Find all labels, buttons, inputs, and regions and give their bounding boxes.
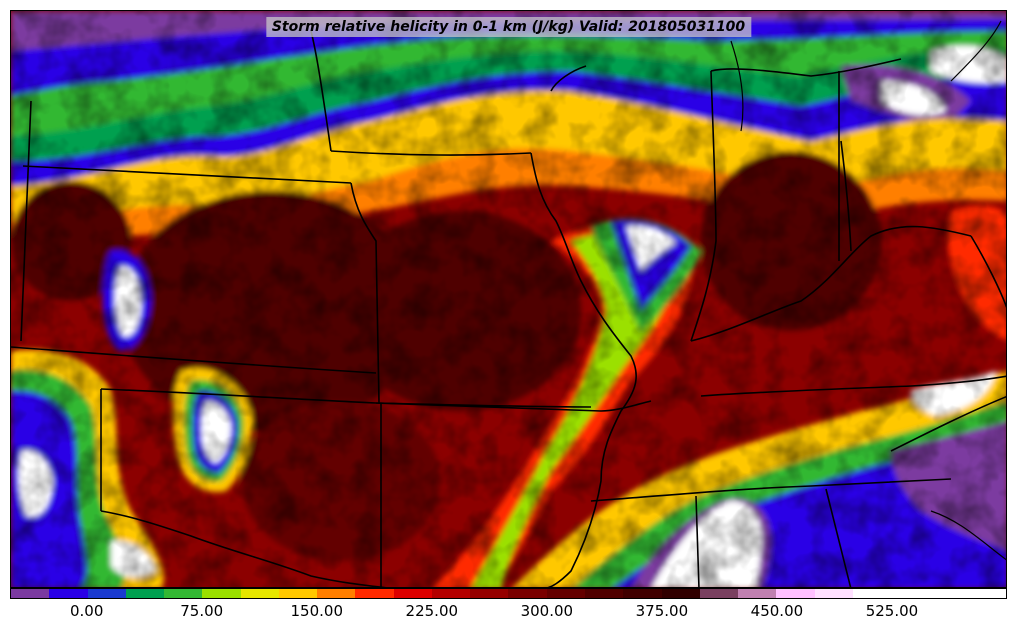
colorbar-swatch-15 bbox=[584, 589, 624, 598]
colorbar-tick-label: 300.00 bbox=[520, 602, 574, 620]
colorbar-tick-label: 75.00 bbox=[180, 602, 224, 620]
colorbar-swatch-13 bbox=[508, 589, 547, 598]
colorbar-tick-label: 450.00 bbox=[750, 602, 804, 620]
helicity-field bbox=[11, 11, 1006, 587]
colorbar-swatch-16 bbox=[623, 589, 662, 598]
colorbar-swatch-10 bbox=[393, 589, 432, 598]
colorbar-swatch-19 bbox=[738, 589, 777, 598]
colorbar-swatch-9 bbox=[355, 589, 394, 598]
colorbar-swatch-21 bbox=[814, 589, 853, 598]
colorbar bbox=[10, 588, 1007, 599]
colorbar-swatch-0 bbox=[11, 589, 50, 598]
colorbar-swatch-6 bbox=[240, 589, 279, 598]
colorbar-labels: 0.00 75.00 150.00 225.00 300.00 375.00 450.00 5… bbox=[10, 602, 1007, 622]
colorbar-swatch-4 bbox=[164, 589, 203, 598]
map-title: Storm relative helicity in 0-1 km (J/kg)… bbox=[265, 17, 752, 37]
colorbar-swatch-25 bbox=[967, 589, 1006, 598]
colorbar-swatch-24 bbox=[929, 589, 968, 598]
colorbar-swatch-23 bbox=[891, 589, 930, 598]
colorbar-swatch-3 bbox=[125, 589, 165, 598]
colorbar-swatch-20 bbox=[776, 589, 815, 598]
colorbar-swatch-8 bbox=[317, 589, 356, 598]
colorbar-swatch-17 bbox=[661, 589, 700, 598]
colorbar-swatch-1 bbox=[49, 589, 88, 598]
colorbar-swatch-22 bbox=[852, 589, 892, 598]
colorbar-swatch-2 bbox=[87, 589, 126, 598]
colorbar-swatch-12 bbox=[470, 589, 509, 598]
colorbar-tick-label: 225.00 bbox=[405, 602, 459, 620]
colorbar-tick-label: 0.00 bbox=[69, 602, 104, 620]
colorbar-tick-label: 150.00 bbox=[290, 602, 344, 620]
colorbar-swatch-14 bbox=[546, 589, 585, 598]
field-texture bbox=[11, 11, 1006, 587]
colorbar-tick-label: 525.00 bbox=[865, 602, 919, 620]
colorbar-swatch-7 bbox=[278, 589, 318, 598]
state-boundaries bbox=[11, 20, 1006, 587]
colorbar-swatch-5 bbox=[202, 589, 241, 598]
colorbar-swatch-11 bbox=[431, 589, 471, 598]
map-panel: Storm relative helicity in 0-1 km (J/kg)… bbox=[10, 10, 1007, 588]
colorbar-tick-label: 375.00 bbox=[635, 602, 689, 620]
colorbar-swatch-18 bbox=[699, 589, 739, 598]
